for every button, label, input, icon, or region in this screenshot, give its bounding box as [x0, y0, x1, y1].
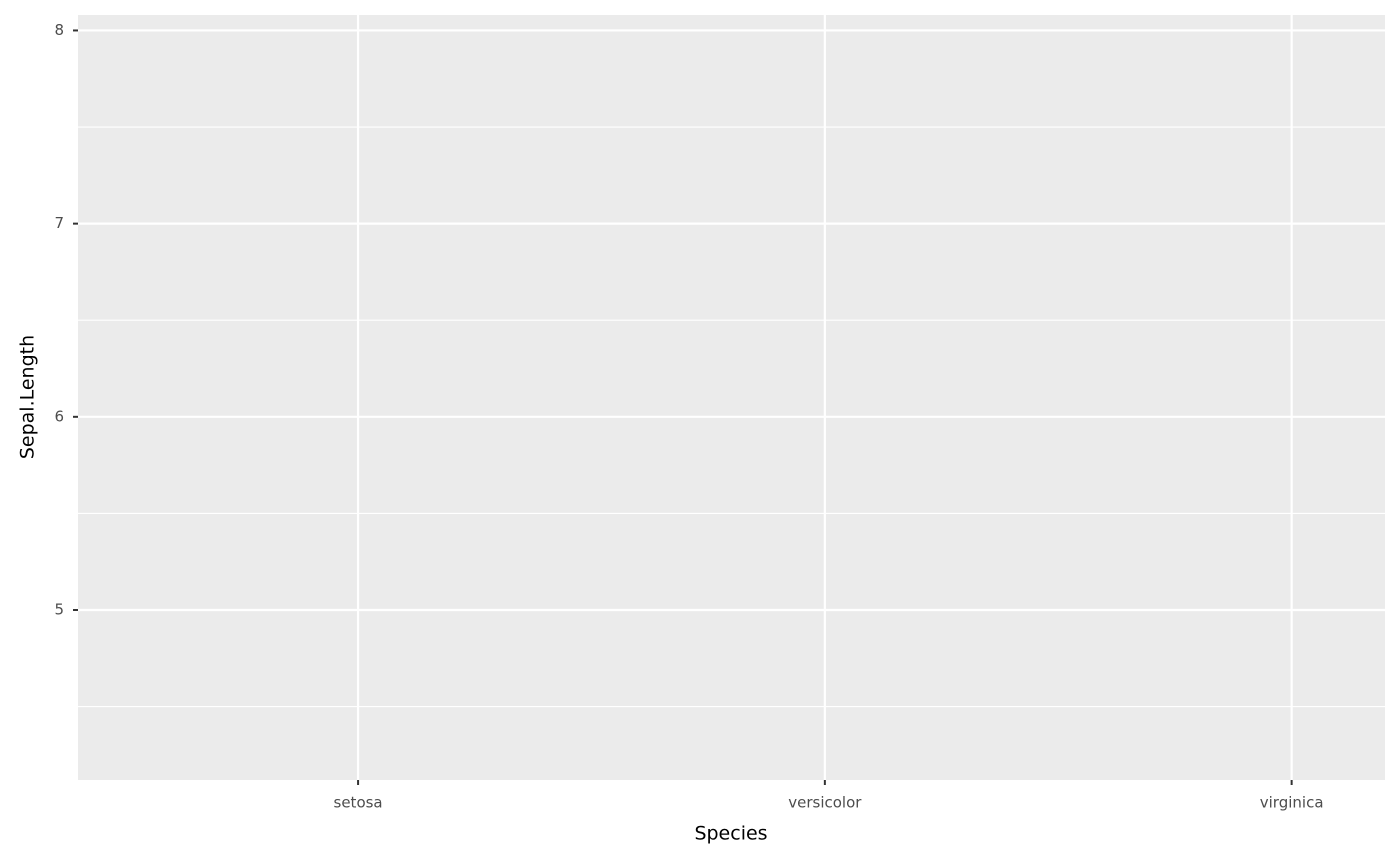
y-tick-label: 7 — [54, 214, 64, 232]
y-tick-label: 6 — [54, 407, 64, 425]
x-tick-label: versicolor — [788, 794, 862, 812]
y-tick-label: 8 — [54, 21, 64, 39]
y-tick-label: 5 — [54, 601, 64, 619]
y-axis-title: Sepal.Length — [17, 335, 39, 459]
x-tick-label: virginica — [1260, 794, 1324, 812]
x-axis-title: Species — [694, 823, 767, 845]
x-tick-label: setosa — [334, 794, 383, 812]
panel — [78, 15, 1385, 780]
